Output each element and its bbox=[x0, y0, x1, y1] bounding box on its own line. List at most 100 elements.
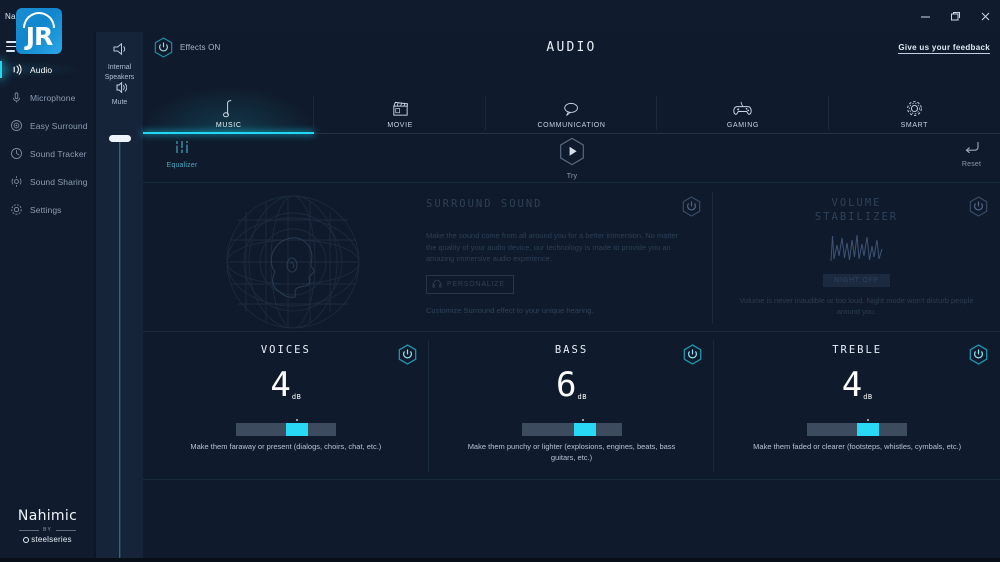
clapperboard-icon bbox=[391, 98, 410, 118]
sidebar-item-sound-tracker[interactable]: Sound Tracker bbox=[0, 143, 95, 164]
volume-stabilizer-title-line2: STABILIZER bbox=[814, 211, 899, 223]
equalizer-sliders-icon bbox=[173, 141, 191, 159]
treble-description: Make them faded or clearer (footsteps, w… bbox=[753, 442, 962, 451]
minimize-icon[interactable] bbox=[910, 0, 940, 32]
tab-label: MOVIE bbox=[387, 122, 413, 129]
sidebar-item-label: Easy Surround bbox=[30, 120, 88, 131]
effects-toggle[interactable]: Effects ON bbox=[154, 37, 221, 58]
sidebar-item-label: Settings bbox=[30, 204, 62, 215]
sidebar-item-audio[interactable]: Audio bbox=[0, 59, 95, 80]
voices-slider-thumb[interactable] bbox=[285, 423, 308, 436]
volume-stabilizer-power-toggle[interactable] bbox=[969, 196, 988, 222]
tab-label: COMMUNICATION bbox=[537, 122, 606, 129]
output-device-line1: Internal bbox=[107, 64, 132, 71]
sidebar-item-label: Sound Sharing bbox=[30, 176, 88, 187]
profile-tabs: MUSIC MOVIE bbox=[143, 87, 1000, 134]
tab-movie[interactable]: MOVIE bbox=[314, 87, 486, 134]
try-label: Try bbox=[566, 173, 578, 180]
sidebar-item-settings[interactable]: Settings bbox=[0, 199, 95, 220]
headphones-icon bbox=[432, 279, 442, 290]
night-mode-button[interactable]: NIGHT OFF bbox=[823, 274, 890, 287]
main-content: Effects ON AUDIO Give us your feedback M… bbox=[143, 32, 1000, 562]
mute-label: Mute bbox=[111, 99, 128, 106]
volume-stabilizer-description: Volume is never inaudible or too loud. N… bbox=[739, 296, 974, 316]
smart-gear-icon bbox=[905, 98, 924, 118]
bass-panel: BASS 6dB Make them punchy or lighter (ex… bbox=[429, 332, 715, 480]
steelseries-mark-icon bbox=[23, 537, 30, 543]
voices-description: Make them faraway or present (dialogs, c… bbox=[190, 442, 382, 451]
brand-company-label: steelseries bbox=[31, 535, 72, 544]
volume-stabilizer-panel: VOLUME STABILIZER NIGHT OFF Volume is ne… bbox=[713, 184, 1000, 332]
easy-surround-icon bbox=[9, 119, 23, 133]
surround-sound-power-toggle[interactable] bbox=[682, 196, 701, 222]
equalizer-button[interactable]: Equalizer bbox=[154, 140, 210, 169]
bass-description: Make them punchy or lighter (explosions,… bbox=[467, 442, 676, 462]
reset-button[interactable]: Reset bbox=[949, 140, 994, 168]
bass-title: BASS bbox=[554, 344, 589, 356]
waveform-icon bbox=[713, 232, 1000, 267]
play-icon bbox=[559, 137, 585, 170]
sidebar-item-easy-surround[interactable]: Easy Surround bbox=[0, 115, 95, 136]
window-title: Nah bbox=[5, 11, 21, 21]
close-icon[interactable] bbox=[970, 0, 1000, 32]
sidebar-item-microphone[interactable]: Microphone bbox=[0, 87, 95, 108]
brand-company: steelseries bbox=[0, 535, 95, 544]
mute-button[interactable]: Mute bbox=[96, 81, 143, 106]
tab-communication[interactable]: COMMUNICATION bbox=[485, 87, 658, 134]
bass-value: 6dB bbox=[429, 368, 715, 414]
hamburger-icon[interactable] bbox=[6, 41, 20, 55]
bass-value-unit: dB bbox=[577, 393, 587, 401]
treble-value-number: 4 bbox=[841, 365, 863, 405]
tab-smart[interactable]: SMART bbox=[828, 87, 1000, 134]
jr-arc-icon bbox=[23, 12, 55, 28]
voices-value: 4dB bbox=[143, 368, 429, 414]
tab-music[interactable]: MUSIC bbox=[143, 87, 315, 134]
geodesic-head-sphere-graphic bbox=[218, 192, 368, 332]
bass-slider-thumb[interactable] bbox=[573, 423, 596, 436]
output-device-line2: Speakers bbox=[104, 73, 135, 81]
tab-label: MUSIC bbox=[215, 122, 242, 129]
voices-power-toggle[interactable] bbox=[398, 344, 417, 370]
try-button[interactable]: Try bbox=[548, 137, 596, 180]
title-bar: Nah bbox=[0, 0, 1000, 32]
restore-icon[interactable] bbox=[940, 0, 970, 32]
volume-column: Internal Speakers Mute bbox=[96, 32, 143, 562]
gamepad-icon bbox=[732, 98, 753, 118]
preset-bar: Equalizer Try Reset bbox=[143, 135, 1000, 183]
volume-slider-thumb[interactable] bbox=[108, 135, 131, 142]
surround-sound-description: Make the sound come from all around you … bbox=[426, 231, 679, 263]
voices-panel: VOICES 4dB Make them faraway or present … bbox=[143, 332, 429, 480]
bass-slider[interactable] bbox=[521, 419, 622, 436]
speech-bubble-icon bbox=[562, 98, 582, 118]
treble-slider[interactable] bbox=[807, 419, 908, 436]
audio-waves-icon bbox=[9, 63, 23, 77]
sidebar-item-sound-sharing[interactable]: Sound Sharing bbox=[0, 171, 95, 192]
music-note-icon bbox=[222, 98, 236, 118]
sidebar-item-label: Sound Tracker bbox=[30, 148, 87, 159]
voices-title: VOICES bbox=[260, 344, 311, 356]
treble-title: TREBLE bbox=[832, 344, 883, 356]
jr-overlay-logo[interactable]: JR bbox=[16, 8, 62, 54]
personalize-button[interactable]: PERSONALIZE bbox=[426, 274, 514, 294]
treble-slider-thumb[interactable] bbox=[857, 423, 880, 436]
jr-logo-text: JR bbox=[25, 22, 54, 51]
personalize-label: PERSONALIZE bbox=[447, 280, 505, 288]
equalizer-row: VOICES 4dB Make them faraway or present … bbox=[143, 332, 1000, 480]
brand-divider: BY bbox=[0, 527, 95, 533]
tab-gaming[interactable]: GAMING bbox=[657, 87, 829, 134]
surround-sound-subtext: Customize Surround effect to your unique… bbox=[426, 305, 594, 315]
status-bar bbox=[0, 558, 1000, 562]
mute-speaker-icon bbox=[113, 81, 127, 98]
microphone-icon bbox=[9, 91, 23, 105]
output-device-selector[interactable]: Internal Speakers bbox=[96, 42, 143, 82]
reset-label: Reset bbox=[961, 161, 982, 168]
volume-slider-track[interactable] bbox=[118, 142, 121, 562]
feedback-link[interactable]: Give us your feedback bbox=[898, 43, 990, 54]
reset-arrow-icon bbox=[963, 141, 981, 158]
brand-name: Nahimic bbox=[17, 508, 78, 524]
treble-power-toggle[interactable] bbox=[969, 344, 988, 370]
window-controls bbox=[910, 0, 1000, 32]
voices-slider[interactable] bbox=[235, 419, 336, 436]
bass-power-toggle[interactable] bbox=[683, 344, 702, 370]
